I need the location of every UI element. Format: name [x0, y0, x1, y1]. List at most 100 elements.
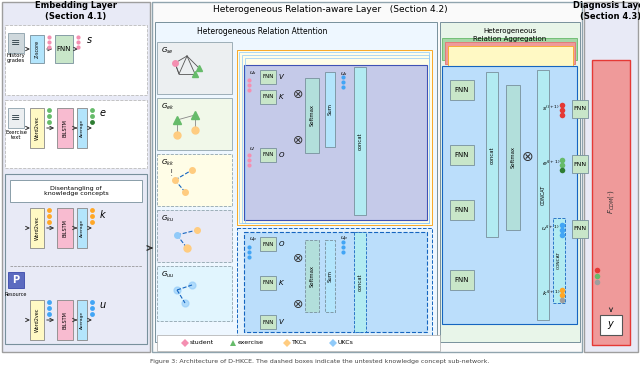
Bar	[77, 108, 87, 148]
Bar	[157, 154, 232, 206]
Text: ⊗: ⊗	[292, 251, 303, 264]
Bar	[157, 98, 232, 150]
Text: ⊗: ⊗	[292, 298, 303, 311]
Bar	[155, 22, 437, 342]
Bar	[584, 2, 638, 352]
Bar	[157, 335, 440, 351]
Bar	[260, 148, 276, 162]
Text: FNN: FNN	[455, 152, 469, 158]
Text: CONCAT: CONCAT	[541, 185, 545, 205]
Bar	[237, 228, 432, 338]
Text: FNN: FNN	[455, 87, 469, 93]
Bar	[592, 60, 630, 345]
Text: BiLSTM: BiLSTM	[63, 219, 67, 237]
Text: FNN: FNN	[455, 277, 469, 283]
Bar	[537, 70, 549, 320]
Bar	[2, 2, 150, 352]
Text: K: K	[278, 94, 284, 100]
Bar	[506, 85, 520, 230]
Bar	[77, 300, 87, 340]
Text: FNN: FNN	[57, 46, 71, 52]
Text: Resource: Resource	[5, 292, 27, 297]
Text: $k$: $k$	[99, 208, 107, 220]
Text: Word2vec: Word2vec	[35, 116, 40, 140]
Text: !: !	[170, 169, 173, 179]
Text: ⊗: ⊗	[292, 88, 303, 101]
Text: Average: Average	[80, 311, 84, 329]
Text: $G_{ku}$: $G_{ku}$	[161, 214, 174, 224]
Text: exercise: exercise	[238, 341, 264, 345]
Text: $u$: $u$	[99, 300, 107, 310]
Text: Heterogeneous Relation-aware Layer   (Section 4.2): Heterogeneous Relation-aware Layer (Sect…	[212, 6, 447, 15]
Text: $s$: $s$	[86, 35, 92, 45]
Bar	[260, 90, 276, 104]
Bar	[305, 240, 319, 312]
Bar	[325, 72, 335, 147]
Text: V: V	[278, 319, 284, 325]
Text: Figure 3: Architecture of D-HKCE. The dashed boxes indicate the untested knowled: Figure 3: Architecture of D-HKCE. The da…	[150, 360, 490, 364]
Text: $G_{se}$: $G_{se}$	[161, 46, 173, 56]
Text: FNN: FNN	[573, 226, 587, 232]
Text: $G_{kk}$: $G_{kk}$	[161, 158, 174, 168]
Bar	[245, 58, 429, 223]
Bar	[8, 272, 24, 288]
Bar	[442, 38, 577, 60]
Bar	[448, 46, 573, 68]
Text: Softmax: Softmax	[511, 146, 515, 168]
Bar	[5, 100, 147, 168]
Bar	[57, 108, 73, 148]
Text: O: O	[278, 152, 284, 158]
Bar	[30, 208, 44, 248]
Text: Diagnosis Layer
(Section 4.3): Diagnosis Layer (Section 4.3)	[573, 1, 640, 21]
Bar	[305, 78, 319, 153]
Text: ≡: ≡	[12, 113, 20, 123]
Bar	[260, 276, 276, 290]
Text: concat: concat	[358, 273, 362, 291]
Bar	[30, 108, 44, 148]
Text: $k^{(l+1)}$: $k^{(l+1)}$	[541, 288, 560, 298]
Bar	[325, 240, 335, 312]
Text: concat: concat	[490, 146, 495, 164]
Bar	[30, 300, 44, 340]
Text: CONCAT: CONCAT	[557, 251, 561, 269]
Bar	[5, 174, 147, 344]
Text: ⊗: ⊗	[522, 150, 534, 164]
Text: $u_s$: $u_s$	[249, 69, 257, 77]
Text: BiLSTM: BiLSTM	[63, 119, 67, 137]
Text: Word2vec: Word2vec	[35, 308, 40, 332]
Bar	[450, 80, 474, 100]
Bar	[8, 108, 24, 128]
Bar	[486, 72, 498, 237]
Text: $s^{(l+1)}$: $s^{(l+1)}$	[542, 103, 560, 113]
Text: FNN: FNN	[262, 320, 274, 325]
Text: TKCs: TKCs	[292, 341, 307, 345]
Bar	[30, 35, 44, 63]
Bar	[239, 52, 429, 223]
Text: FNN: FNN	[262, 241, 274, 247]
Text: Sum: Sum	[328, 103, 333, 115]
Bar	[157, 266, 232, 321]
Bar	[442, 66, 577, 324]
Bar	[450, 200, 474, 220]
Text: $u_p$: $u_p$	[340, 235, 349, 244]
Bar	[10, 180, 142, 202]
Text: Heterogeneous
Relation Aggregation: Heterogeneous Relation Aggregation	[474, 28, 547, 41]
Bar	[244, 232, 427, 332]
Text: FNN: FNN	[455, 207, 469, 213]
Text: FNN: FNN	[573, 162, 587, 166]
Text: BiLSTM: BiLSTM	[63, 311, 67, 329]
Bar	[244, 65, 427, 220]
Text: $u_s$: $u_s$	[340, 70, 348, 78]
Text: UKCs: UKCs	[338, 341, 354, 345]
Text: $u_p$: $u_p$	[249, 235, 257, 245]
Bar	[55, 35, 73, 63]
Text: Softmax: Softmax	[310, 104, 314, 126]
Bar	[572, 100, 588, 118]
Bar	[242, 55, 429, 223]
Bar	[157, 42, 232, 94]
Bar	[445, 42, 575, 64]
Text: $y$: $y$	[607, 319, 615, 331]
Text: Z-score: Z-score	[35, 40, 40, 58]
Bar	[5, 25, 147, 95]
Text: Heterogeneous Relation Attention: Heterogeneous Relation Attention	[197, 26, 327, 35]
